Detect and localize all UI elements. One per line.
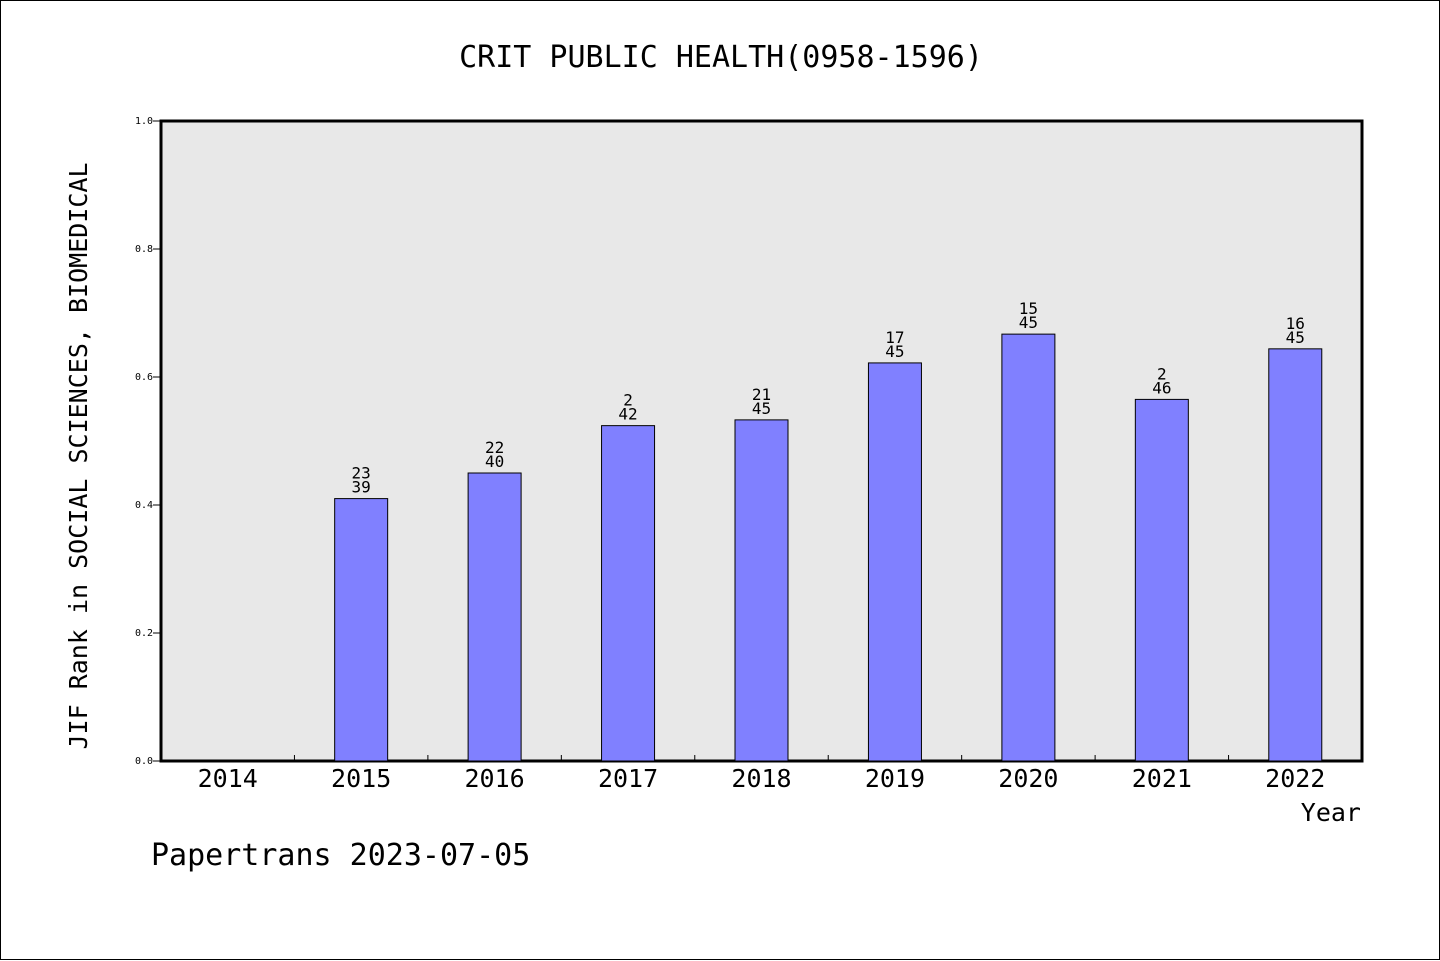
bar-label-rank: 22: [485, 438, 504, 457]
bar-2021: [1134, 398, 1189, 762]
bar-label-rank: 2: [623, 391, 633, 410]
footer-credit: Papertrans 2023-07-05: [151, 838, 530, 873]
x-tick-label: 2016: [465, 764, 525, 793]
x-axis-ticks: 2014 2015 2016 2017 2018 2019 2020 2021 2022: [198, 755, 1325, 793]
bar-label-rank: 21: [752, 385, 771, 404]
bar-2019: [867, 362, 922, 762]
y-tick-label: 0.0: [135, 756, 153, 767]
x-tick-label: 2020: [998, 764, 1058, 793]
y-tick-label: 1.0: [135, 116, 153, 127]
bar-label-total: 45: [1286, 328, 1305, 347]
x-tick-label: 2018: [731, 764, 791, 793]
y-axis-label: JIF Rank in SOCIAL SCIENCES, BIOMEDICAL: [64, 163, 93, 750]
bar-2018: [734, 419, 789, 762]
y-tick-label: 0.4: [135, 500, 153, 511]
x-tick-label: 2019: [865, 764, 925, 793]
bar-2017: [601, 425, 656, 762]
bar-label-rank: 16: [1286, 314, 1305, 333]
x-tick-label: 2021: [1132, 764, 1192, 793]
bar-series: [334, 333, 1323, 762]
bar-label-rank: 17: [885, 328, 904, 347]
bar-label-total: 40: [485, 452, 504, 471]
bar-label-total: 39: [352, 478, 371, 497]
bar-2015: [334, 498, 389, 762]
x-tick-label: 2014: [198, 764, 258, 793]
bar-label-rank: 23: [352, 464, 371, 483]
y-tick-label: 0.6: [135, 372, 153, 383]
bar-label-total: 45: [752, 399, 771, 418]
bar-2016: [467, 472, 522, 762]
y-tick-label: 0.2: [135, 628, 153, 639]
x-tick-label: 2015: [331, 764, 391, 793]
bar-label-total: 46: [1152, 378, 1171, 397]
chart-title: CRIT PUBLIC HEALTH(0958-1596): [459, 40, 983, 75]
bar-label-rank: 2: [1157, 364, 1167, 383]
bar-2020: [1001, 333, 1056, 762]
bar-label-total: 42: [618, 405, 637, 424]
bar-label-total: 45: [885, 342, 904, 361]
x-tick-label: 2022: [1265, 764, 1325, 793]
y-tick-label: 0.8: [135, 244, 153, 255]
x-axis-label: Year: [1301, 798, 1361, 827]
bar-2022: [1268, 348, 1323, 762]
bar-label-total: 45: [1019, 313, 1038, 332]
x-tick-label: 2017: [598, 764, 658, 793]
y-axis-ticks: 0.0 0.2 0.4 0.6 0.8 1.0: [135, 116, 161, 767]
bar-label-rank: 15: [1019, 299, 1038, 318]
